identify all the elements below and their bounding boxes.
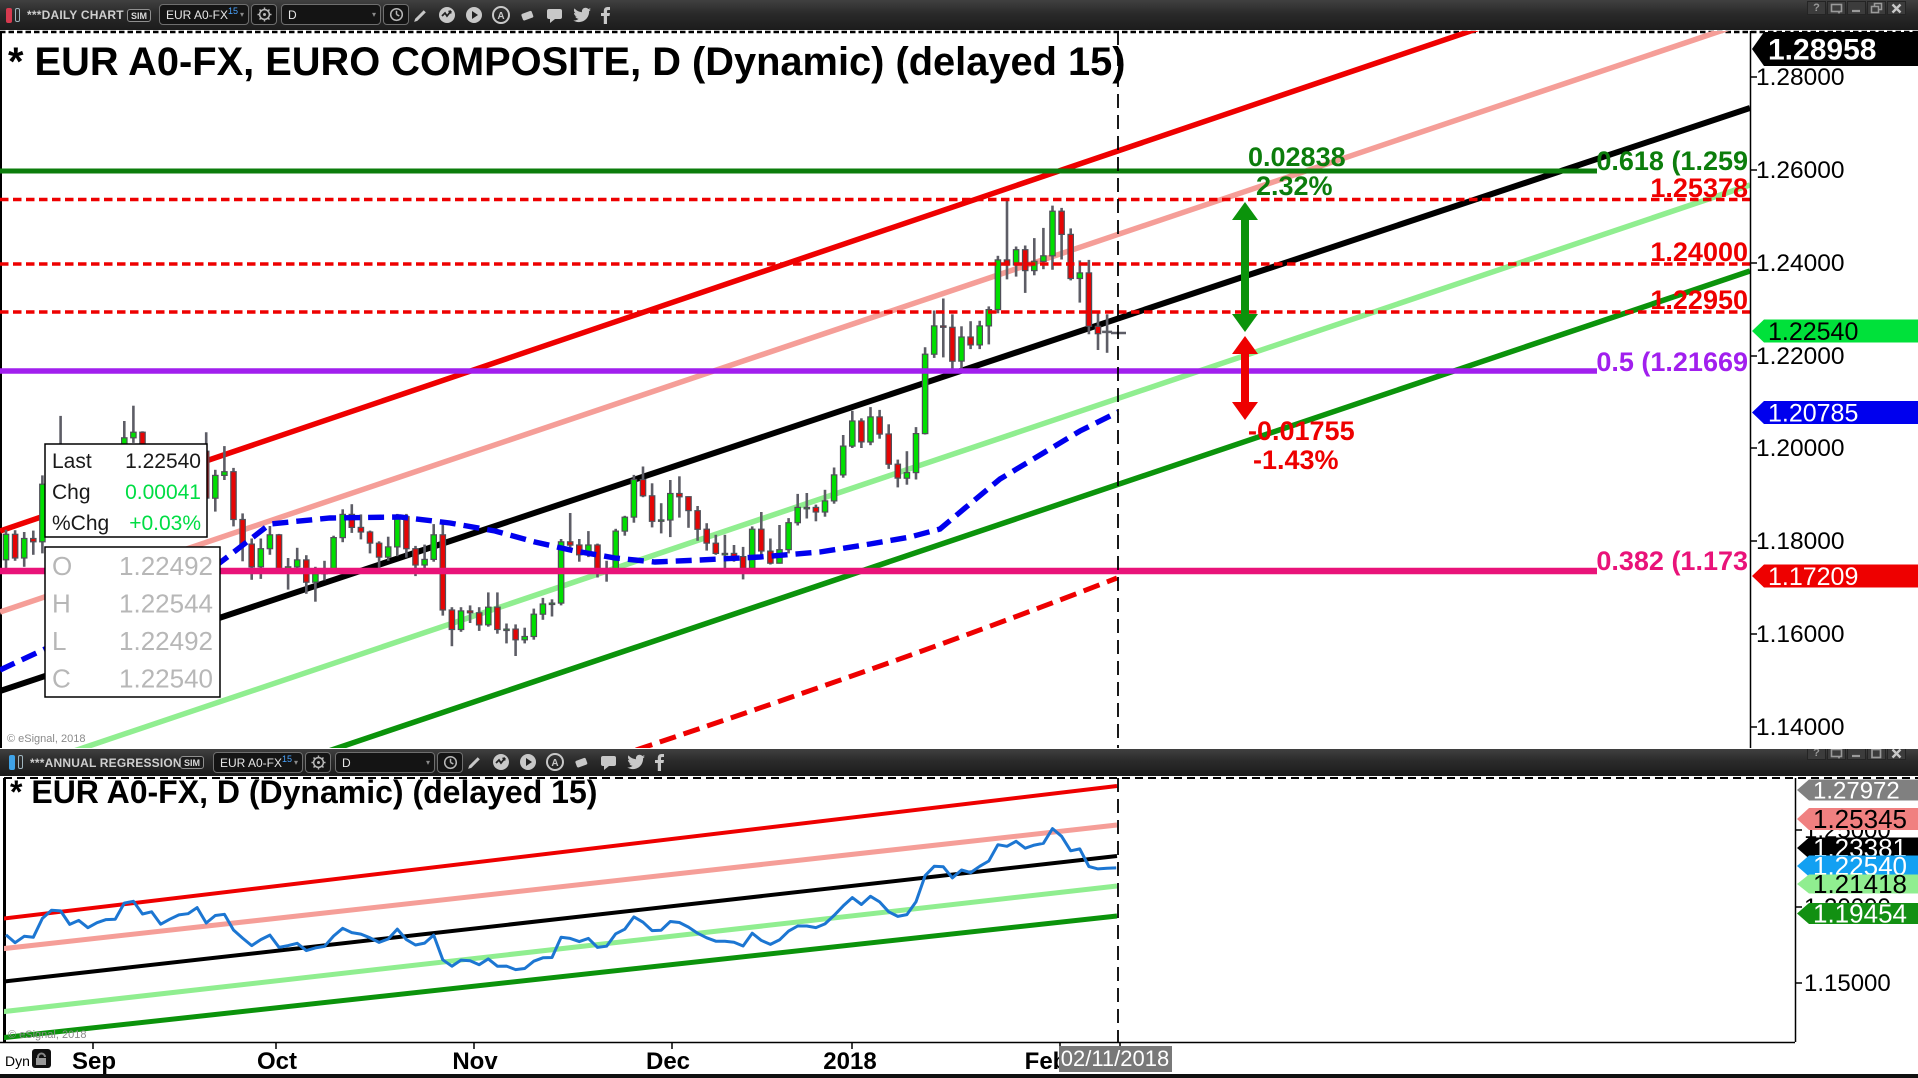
svg-text:Sep: Sep	[72, 1048, 116, 1075]
svg-text:Dec: Dec	[646, 1048, 690, 1075]
svg-text:1.22492: 1.22492	[119, 626, 213, 656]
svg-text:2.32%: 2.32%	[1256, 171, 1333, 201]
svg-text:1.22000: 1.22000	[1756, 343, 1845, 370]
svg-text:1.19454: 1.19454	[1813, 899, 1907, 929]
svg-text:1.15000: 1.15000	[1804, 970, 1891, 997]
svg-text:1.25345: 1.25345	[1813, 804, 1907, 834]
svg-text:1.22492: 1.22492	[119, 551, 213, 581]
svg-text:1.20000: 1.20000	[1756, 435, 1845, 462]
svg-text:C: C	[52, 664, 71, 694]
svg-text:2018: 2018	[823, 1048, 876, 1075]
svg-text:1.14000: 1.14000	[1756, 714, 1845, 741]
svg-text:Last: Last	[52, 450, 92, 473]
svg-text:Chg: Chg	[52, 481, 91, 504]
svg-text:-0.01755: -0.01755	[1248, 416, 1355, 446]
svg-text:A: A	[551, 758, 558, 769]
svg-text:1.22540: 1.22540	[1768, 318, 1858, 346]
svg-text:1.20785: 1.20785	[1768, 399, 1858, 427]
svg-text:Oct: Oct	[257, 1048, 297, 1075]
svg-text:1.22540: 1.22540	[119, 664, 213, 694]
svg-text:1.24000: 1.24000	[1650, 237, 1748, 267]
svg-text:© eSignal, 2018: © eSignal, 2018	[8, 1029, 86, 1041]
svg-text:0.5 (1.21669: 0.5 (1.21669	[1596, 347, 1748, 377]
svg-text:0.02838: 0.02838	[1248, 142, 1346, 172]
svg-text:0.618 (1.259: 0.618 (1.259	[1596, 146, 1748, 176]
svg-text:1.24000: 1.24000	[1756, 250, 1845, 277]
svg-text:Dyn: Dyn	[5, 1053, 30, 1069]
svg-text:1.28958: 1.28958	[1768, 34, 1876, 67]
svg-text:02/11/2018: 02/11/2018	[1061, 1046, 1169, 1071]
svg-text:0.382 (1.173: 0.382 (1.173	[1596, 546, 1748, 576]
svg-text:* EUR A0-FX, D (Dynamic) (dela: * EUR A0-FX, D (Dynamic) (delayed 15)	[10, 774, 597, 810]
svg-text:1.22540: 1.22540	[125, 450, 201, 473]
svg-text:H: H	[52, 589, 71, 619]
svg-text:A: A	[497, 11, 504, 22]
svg-text:O: O	[52, 551, 72, 581]
svg-text:1.25378: 1.25378	[1650, 173, 1748, 203]
svg-text:© eSignal, 2018: © eSignal, 2018	[7, 733, 85, 745]
svg-text:%Chg: %Chg	[52, 512, 109, 535]
svg-text:1.17209: 1.17209	[1768, 563, 1858, 591]
svg-text:1.22544: 1.22544	[119, 589, 213, 619]
svg-text:1.27972: 1.27972	[1813, 777, 1900, 804]
svg-text:+0.03%: +0.03%	[129, 512, 201, 535]
svg-text:1.22950: 1.22950	[1650, 285, 1748, 315]
svg-text:-1.43%: -1.43%	[1253, 445, 1339, 475]
svg-text:1.16000: 1.16000	[1756, 621, 1845, 648]
svg-text:1.18000: 1.18000	[1756, 528, 1845, 555]
svg-text:1.21418: 1.21418	[1813, 869, 1907, 899]
svg-text:1.26000: 1.26000	[1756, 157, 1845, 184]
svg-text:Nov: Nov	[452, 1048, 498, 1075]
svg-text:L: L	[52, 626, 66, 656]
svg-text:1.28000: 1.28000	[1756, 64, 1845, 91]
svg-text:0.00041: 0.00041	[125, 481, 201, 504]
svg-text:* EUR A0-FX, EURO COMPOSITE, D: * EUR A0-FX, EURO COMPOSITE, D (Dynamic)…	[8, 40, 1125, 84]
